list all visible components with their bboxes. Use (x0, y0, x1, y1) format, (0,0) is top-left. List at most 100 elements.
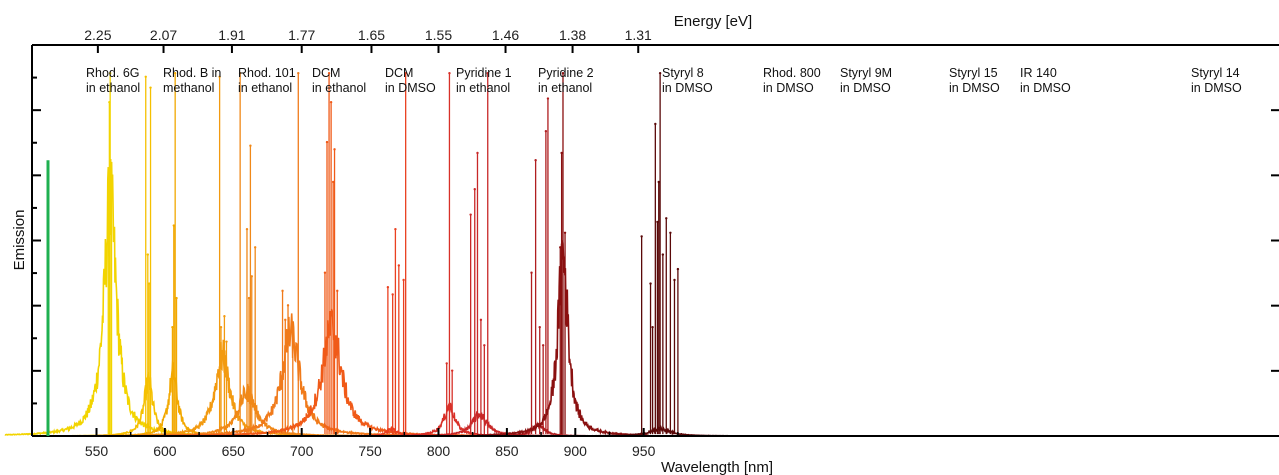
x-tick-label-7: 900 (564, 443, 588, 459)
series-9-peak-0 (486, 71, 489, 75)
series-11-peak-0 (561, 71, 565, 75)
series-11 (476, 71, 649, 437)
dye-label-6: Pyridine 2 in ethanol (538, 66, 594, 95)
x2-tick-label-3: 1.77 (288, 27, 315, 43)
series-12-peak-11 (640, 235, 643, 238)
dye-label-8-line-1: in DMSO (763, 81, 814, 95)
series-5-peak-3 (291, 333, 295, 336)
series-12-peak-3 (665, 217, 668, 220)
series-2-peak-0 (173, 71, 177, 75)
series-6-peak-0 (327, 71, 331, 75)
series-4-peak-1 (249, 144, 252, 147)
y-axis-title: Emission (11, 210, 28, 271)
dye-label-3: DCM in ethanol (312, 66, 366, 95)
axes-layer: 550 600 650 700 750 800 850 900 950 2.25 2.07 1.91 1… (31, 27, 1279, 459)
dye-label-11: IR 140 in DMSO (1020, 66, 1071, 95)
series-9-peak-5 (483, 344, 486, 347)
series-8-peak-2 (450, 369, 454, 372)
dye-label-10-line-1: in DMSO (949, 81, 1000, 95)
dye-label-3-line-0: DCM (312, 66, 340, 80)
x2-tick-label-1: 2.07 (150, 27, 177, 43)
dye-label-10: Styryl 15 in DMSO (949, 66, 1000, 95)
series-4-peak-3 (253, 246, 257, 249)
x2-tick-label-2: 1.91 (218, 27, 245, 43)
dye-label-7-line-1: in DMSO (662, 81, 713, 95)
dye-label-11-line-1: in DMSO (1020, 81, 1071, 95)
series-11-peak-2 (563, 231, 567, 234)
dye-label-9-line-1: in DMSO (840, 81, 891, 95)
series-3-peak-1 (223, 315, 226, 318)
dye-label-12-line-0: Styryl 14 (1191, 66, 1240, 80)
dye-label-5: Pyridine 1 in ethanol (456, 66, 512, 95)
x-tick-label-4: 750 (358, 443, 382, 459)
dye-label-4: DCM in DMSO (385, 66, 436, 95)
series-1-peak-2 (149, 86, 152, 89)
series-6-peak-2 (325, 140, 329, 144)
series-4-peak-5 (247, 296, 251, 300)
x2-tick-label-8: 1.31 (625, 27, 652, 43)
series-3-peak-0 (218, 75, 221, 78)
series-7-peak-2 (397, 264, 401, 267)
dye-label-1-line-1: methanol (163, 81, 214, 95)
series-12-peak-9 (649, 282, 652, 285)
series-12-peak-5 (669, 231, 672, 234)
dye-label-1-line-0: Rhod. B in (163, 66, 221, 80)
dye-label-9: Styryl 9M in DMSO (840, 66, 892, 95)
dye-label-0-line-0: Rhod. 6G (86, 66, 140, 80)
x-tick-label-5: 800 (427, 443, 451, 459)
dye-label-12: Styryl 14 in DMSO (1191, 66, 1242, 95)
series-10-peak-3 (530, 271, 533, 274)
series-9-peak-4 (479, 318, 483, 322)
dye-label-12-line-1: in DMSO (1191, 81, 1242, 95)
dye-label-4-line-1: in DMSO (385, 81, 436, 95)
dye-label-10-line-0: Styryl 15 (949, 66, 998, 80)
dye-label-4-line-0: DCM (385, 66, 413, 80)
series-12-peak-10 (651, 325, 654, 329)
series-8-peak-1 (445, 362, 448, 365)
x2-tick-label-6: 1.46 (492, 27, 519, 43)
series-7-peak-1 (394, 227, 397, 231)
series-12-peak-4 (656, 220, 659, 224)
dye-label-2-line-1: in ethanol (238, 81, 292, 95)
series-12-peak-2 (657, 180, 660, 184)
dye-label-7-line-0: Styryl 8 (662, 66, 704, 80)
series-12-peak-8 (676, 267, 680, 271)
series-1-peak-1 (146, 253, 149, 256)
dye-label-5-line-0: Pyridine 1 (456, 66, 512, 80)
dye-label-6-line-1: in ethanol (538, 81, 592, 95)
series-4-peak-4 (250, 275, 253, 278)
series-5-peak-1 (281, 289, 284, 293)
x-tick-label-1: 600 (153, 443, 177, 459)
series-7-peak-4 (386, 286, 390, 289)
dye-label-5-line-1: in ethanol (456, 81, 510, 95)
dye-label-11-line-0: IR 140 (1020, 66, 1057, 80)
series-7-peak-5 (391, 293, 394, 296)
series-8-peak-0 (448, 71, 451, 75)
series-4-peak-0 (238, 71, 242, 75)
series-9-peak-3 (469, 213, 472, 216)
series-10-peak-2 (544, 130, 548, 133)
series-10-peak-4 (538, 325, 541, 329)
series-0-peak-3 (107, 188, 110, 191)
dye-label-9-line-0: Styryl 9M (840, 66, 892, 80)
series-2-peak-2 (175, 296, 178, 300)
x-tick-label-6: 850 (495, 443, 519, 459)
series-3-peak-2 (219, 325, 223, 329)
series-0-peak-1 (108, 100, 111, 104)
series-2-peak-3 (171, 325, 174, 329)
series-3-peak-3 (225, 340, 228, 343)
series-6-peak-1 (329, 100, 333, 104)
x-tick-label-0: 550 (85, 443, 109, 459)
series-11-peak-1 (560, 151, 563, 155)
series-0-peak-0 (108, 71, 112, 75)
dye-label-0-line-1: in ethanol (86, 81, 140, 95)
dye-label-7: Styryl 8 in DMSO (662, 66, 713, 95)
series-12-peak-1 (654, 122, 657, 126)
series-1-peak-0 (144, 75, 147, 78)
x-tick-label-3: 700 (290, 443, 314, 459)
x-tick-label-2: 650 (222, 443, 246, 459)
dye-label-1: Rhod. B in methanol (163, 66, 221, 95)
series-2-peak-1 (172, 224, 175, 227)
